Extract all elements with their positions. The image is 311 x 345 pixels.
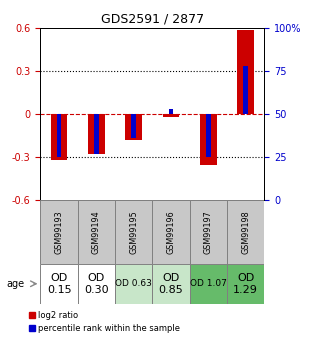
Text: OD
0.15: OD 0.15	[47, 273, 72, 295]
Text: OD
0.85: OD 0.85	[159, 273, 183, 295]
Bar	[163, 114, 179, 117]
Bar	[88, 114, 105, 154]
Bar	[244, 66, 248, 114]
Bar	[206, 114, 211, 157]
Bar	[200, 114, 217, 165]
Bar	[40, 200, 78, 264]
Bar	[237, 30, 254, 114]
Bar	[125, 114, 142, 140]
Bar	[152, 200, 190, 264]
Bar	[132, 114, 136, 138]
Bar	[115, 200, 152, 264]
Bar	[94, 114, 99, 154]
Text: OD
1.29: OD 1.29	[233, 273, 258, 295]
Bar	[227, 264, 264, 304]
Text: GSM99198: GSM99198	[241, 210, 250, 254]
Bar	[190, 200, 227, 264]
Text: OD
0.30: OD 0.30	[84, 273, 109, 295]
Text: OD 0.63: OD 0.63	[115, 279, 152, 288]
Bar	[51, 114, 67, 160]
Text: GSM99196: GSM99196	[167, 210, 175, 254]
Bar	[40, 264, 78, 304]
Bar	[78, 200, 115, 264]
Text: GSM99195: GSM99195	[129, 210, 138, 254]
Text: age: age	[6, 279, 24, 289]
Bar	[190, 264, 227, 304]
Title: GDS2591 / 2877: GDS2591 / 2877	[101, 12, 204, 25]
Text: OD 1.07: OD 1.07	[190, 279, 227, 288]
Text: GSM99197: GSM99197	[204, 210, 213, 254]
Bar	[78, 264, 115, 304]
Text: GSM99194: GSM99194	[92, 210, 101, 254]
Bar	[57, 114, 61, 157]
Bar	[227, 200, 264, 264]
Bar	[169, 109, 173, 114]
Bar	[152, 264, 190, 304]
Legend: log2 ratio, percentile rank within the sample: log2 ratio, percentile rank within the s…	[29, 311, 180, 333]
Text: GSM99193: GSM99193	[55, 210, 63, 254]
Bar	[115, 264, 152, 304]
